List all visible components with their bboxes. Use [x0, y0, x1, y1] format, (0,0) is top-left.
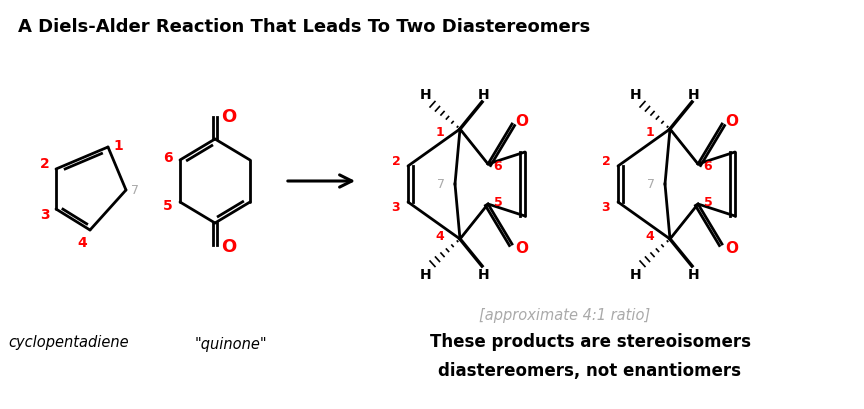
Text: H: H	[630, 88, 642, 102]
Text: 2: 2	[391, 155, 400, 168]
Text: H: H	[630, 267, 642, 281]
Text: 7: 7	[647, 178, 655, 191]
Text: O: O	[516, 113, 529, 128]
Text: 4: 4	[77, 236, 87, 249]
Text: H: H	[478, 88, 490, 102]
Text: 1: 1	[435, 126, 444, 139]
Text: O: O	[726, 241, 739, 256]
Text: O: O	[221, 237, 237, 255]
Text: diastereomers, not enantiomers: diastereomers, not enantiomers	[439, 361, 741, 379]
Text: H: H	[689, 267, 700, 281]
Text: H: H	[689, 88, 700, 102]
Text: A Diels-Alder Reaction That Leads To Two Diastereomers: A Diels-Alder Reaction That Leads To Two…	[18, 18, 590, 36]
Text: 3: 3	[41, 207, 50, 221]
Text: 4: 4	[435, 230, 444, 243]
Text: 1: 1	[645, 126, 654, 139]
Text: 7: 7	[437, 178, 445, 191]
Text: 3: 3	[601, 201, 610, 214]
Text: "quinone": "quinone"	[195, 336, 268, 351]
Text: 2: 2	[601, 155, 610, 168]
Text: 5: 5	[163, 198, 173, 213]
Text: 4: 4	[645, 230, 654, 243]
Text: 3: 3	[391, 201, 400, 214]
Text: O: O	[516, 241, 529, 256]
Text: 6: 6	[493, 160, 502, 173]
Text: 2: 2	[40, 157, 50, 171]
Text: O: O	[726, 113, 739, 128]
Text: 7: 7	[131, 184, 139, 197]
Text: 1: 1	[113, 139, 123, 153]
Text: These products are stereoisomers: These products are stereoisomers	[429, 332, 751, 350]
Text: 6: 6	[703, 160, 712, 173]
Text: 5: 5	[703, 196, 713, 209]
Text: H: H	[420, 88, 432, 102]
Text: 5: 5	[493, 196, 502, 209]
Text: H: H	[478, 267, 490, 281]
Text: 6: 6	[163, 151, 173, 164]
Text: [approximate 4:1 ratio]: [approximate 4:1 ratio]	[480, 307, 651, 322]
Text: cyclopentadiene: cyclopentadiene	[8, 334, 129, 349]
Text: O: O	[221, 108, 237, 126]
Text: H: H	[420, 267, 432, 281]
